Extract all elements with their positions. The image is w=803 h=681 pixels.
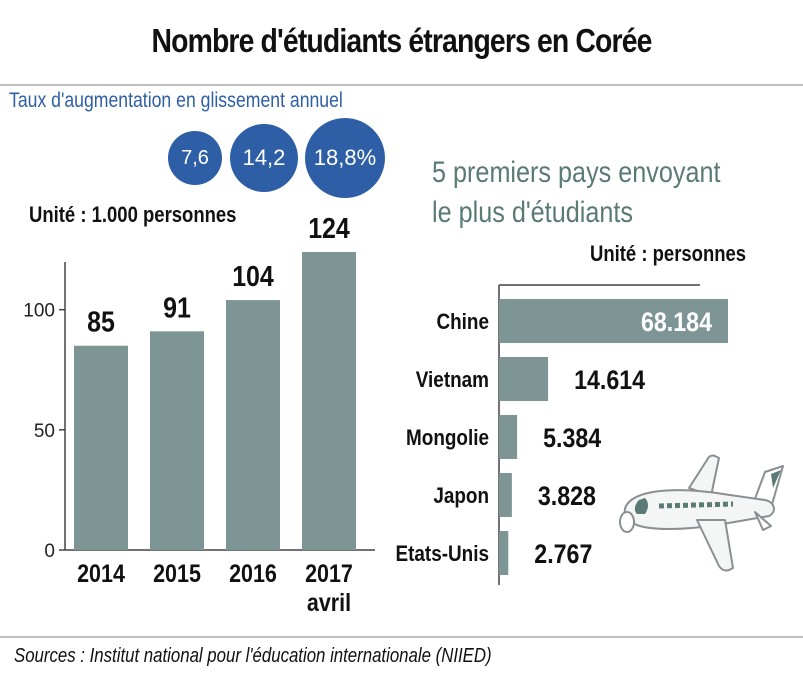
- growth-bubble-2015: 7,6: [168, 131, 222, 185]
- bar-value-label: 91: [163, 292, 191, 324]
- airplane-icon: [619, 454, 784, 572]
- country-label: Mongolie: [406, 426, 489, 451]
- y-tick-label: 0: [44, 541, 55, 562]
- bar-value-label: 85: [87, 306, 115, 338]
- bar-2014: [74, 345, 128, 550]
- y-tick-label: 100: [23, 301, 55, 322]
- bar-2016: [226, 300, 280, 550]
- bar-value-label: 104: [232, 260, 274, 292]
- growth-bubble-2016: 14,2: [230, 124, 298, 192]
- y-tick-label: 50: [34, 421, 55, 442]
- bar-2017: [302, 252, 356, 550]
- left-unit-label: Unité : 1.000 personnes: [29, 202, 237, 227]
- growth-value-2015: 7,6: [181, 146, 209, 169]
- x-category-label: 2017: [305, 559, 353, 587]
- hbar-value-label: 14.614: [574, 365, 645, 395]
- bar-value-label: 124: [308, 212, 350, 244]
- bottom-divider: [0, 636, 803, 638]
- growth-value-2017: 18,8%: [313, 145, 377, 170]
- hbar-value-label: 5.384: [543, 423, 601, 453]
- growth-rate-label: Taux d'augmentation en glissement annuel: [9, 89, 343, 112]
- top-countries-title: 5 premiers pays envoyant le plus d'étudi…: [432, 153, 721, 233]
- top-divider: [0, 84, 803, 86]
- country-label: Etats-Unis: [396, 542, 489, 567]
- bar-2015: [150, 331, 204, 550]
- hbar-value-label: 3.828: [538, 481, 596, 511]
- hbar-value-label: 68.184: [641, 307, 712, 337]
- x-category-sublabel: avril: [307, 588, 351, 616]
- right-unit-label: Unité : personnes: [590, 241, 747, 266]
- chart-title: Nombre d'étudiants étrangers en Corée: [151, 22, 652, 59]
- country-label: Vietnam: [416, 368, 489, 393]
- hbar-value-label: 2.767: [534, 539, 592, 569]
- growth-value-2016: 14,2: [242, 145, 286, 170]
- hbar-4: [499, 531, 509, 575]
- x-category-label: 2015: [153, 559, 201, 587]
- x-category-label: 2014: [77, 559, 125, 587]
- top-countries-chart: Chine 68.184 Vietnam 14.614 Mongolie 5.384 Jap…: [396, 284, 728, 585]
- hbar-1: [499, 357, 549, 401]
- hbar-2: [499, 415, 518, 459]
- growth-bubble-2017: 18,8%: [305, 118, 385, 198]
- country-label: Japon: [433, 484, 489, 509]
- country-label: Chine: [436, 310, 489, 335]
- top-countries-title-line1: 5 premiers pays envoyant: [432, 156, 721, 189]
- hbar-3: [499, 473, 512, 517]
- hbar-0: [499, 299, 728, 343]
- source-note: Sources : Institut national pour l'éduca…: [14, 645, 492, 667]
- x-category-label: 2016: [229, 559, 277, 587]
- top-countries-title-line2: le plus d'étudiants: [432, 196, 633, 229]
